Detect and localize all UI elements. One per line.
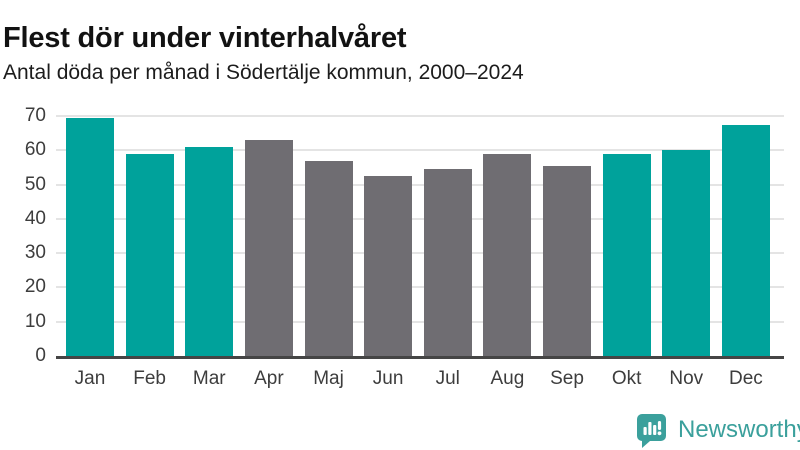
x-tick-label-jan: Jan: [74, 368, 106, 389]
y-tick-label-40: 40: [24, 208, 46, 229]
gridline-70: [56, 115, 784, 117]
gridline-50: [56, 184, 784, 186]
bar-okt: [602, 154, 651, 356]
x-axis-labels: Jan Feb Mar Apr Maj Jun Jul Aug Sep Okt Nov Dec: [62, 366, 786, 392]
gridline-40: [56, 218, 784, 220]
bar-mar: [185, 147, 234, 356]
y-tick-label-70: 70: [24, 105, 46, 126]
x-axis-line: [56, 356, 784, 359]
bar-maj: [304, 161, 353, 356]
y-tick-label-50: 50: [24, 174, 46, 195]
x-tick-label-nov: Nov: [669, 368, 704, 389]
chart-title: Flest dör under vinterhalvåret: [3, 22, 407, 55]
bar-apr: [244, 140, 293, 356]
bar-aug: [483, 154, 532, 356]
y-tick-label-10: 10: [24, 311, 46, 332]
y-tick-label-20: 20: [24, 276, 46, 297]
x-tick-label-sep: Sep: [550, 368, 584, 389]
gridline-20: [56, 286, 784, 288]
x-tick-label-mar: Mar: [192, 368, 226, 389]
y-tick-label-60: 60: [24, 139, 46, 160]
newsworthy-logo: Newsworthy: [636, 412, 800, 448]
bar-sep: [543, 166, 591, 356]
x-tick-label-jun: Jun: [372, 368, 404, 389]
chart-subtitle: Antal döda per månad i Södertälje kommun…: [3, 61, 524, 84]
y-tick-label-30: 30: [24, 242, 46, 263]
x-tick-label-apr: Apr: [254, 368, 284, 389]
newsworthy-bubble-chart-icon: [637, 414, 666, 448]
gridline-60: [56, 149, 784, 151]
bar-feb: [125, 154, 174, 356]
bar-jun: [364, 176, 413, 356]
bar-jul: [423, 169, 472, 356]
gridline-30: [56, 252, 784, 254]
x-tick-label-feb: Feb: [133, 368, 166, 389]
y-tick-label-0: 0: [35, 345, 46, 366]
bar-jan: [66, 118, 114, 356]
x-tick-label-okt: Okt: [611, 368, 642, 389]
x-tick-label-jul: Jul: [435, 368, 460, 389]
bar-dec: [721, 125, 770, 356]
x-tick-label-dec: Dec: [728, 368, 763, 389]
x-tick-label-aug: Aug: [490, 368, 525, 389]
newsworthy-wordmark: Newsworthy: [678, 416, 800, 443]
plot-area: [62, 116, 786, 356]
gridline-10: [56, 321, 784, 323]
bar-nov: [662, 150, 711, 356]
x-tick-label-maj: Maj: [313, 368, 344, 389]
